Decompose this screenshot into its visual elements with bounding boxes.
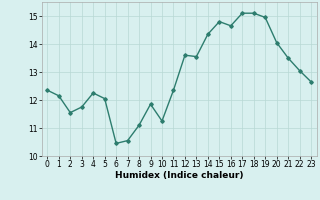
X-axis label: Humidex (Indice chaleur): Humidex (Indice chaleur) — [115, 171, 244, 180]
